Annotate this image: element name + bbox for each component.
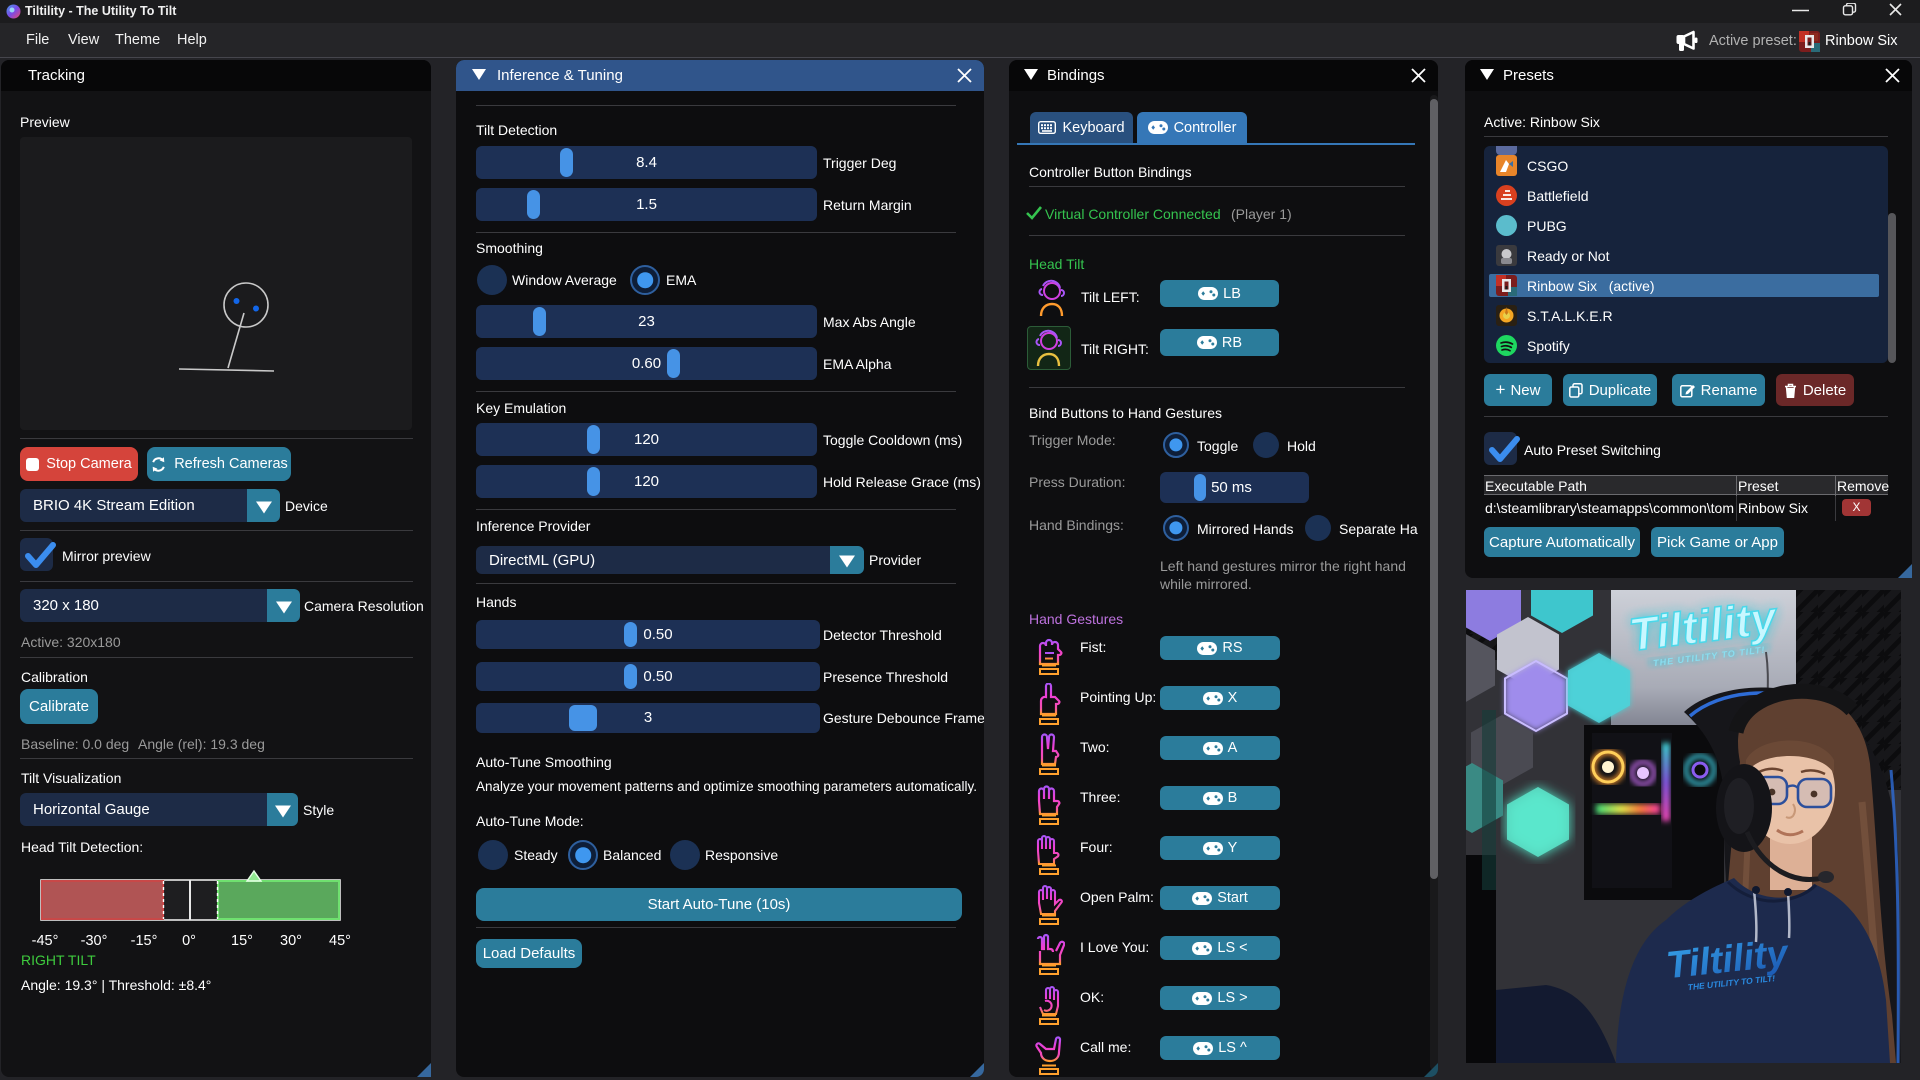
- svg-text:30°: 30°: [280, 933, 302, 949]
- svg-text:0°: 0°: [182, 933, 196, 949]
- svg-text:45°: 45°: [329, 933, 351, 949]
- svg-text:-45°: -45°: [32, 933, 59, 949]
- svg-text:-30°: -30°: [81, 933, 108, 949]
- svg-text:15°: 15°: [231, 933, 253, 949]
- svg-text:-15°: -15°: [131, 933, 158, 949]
